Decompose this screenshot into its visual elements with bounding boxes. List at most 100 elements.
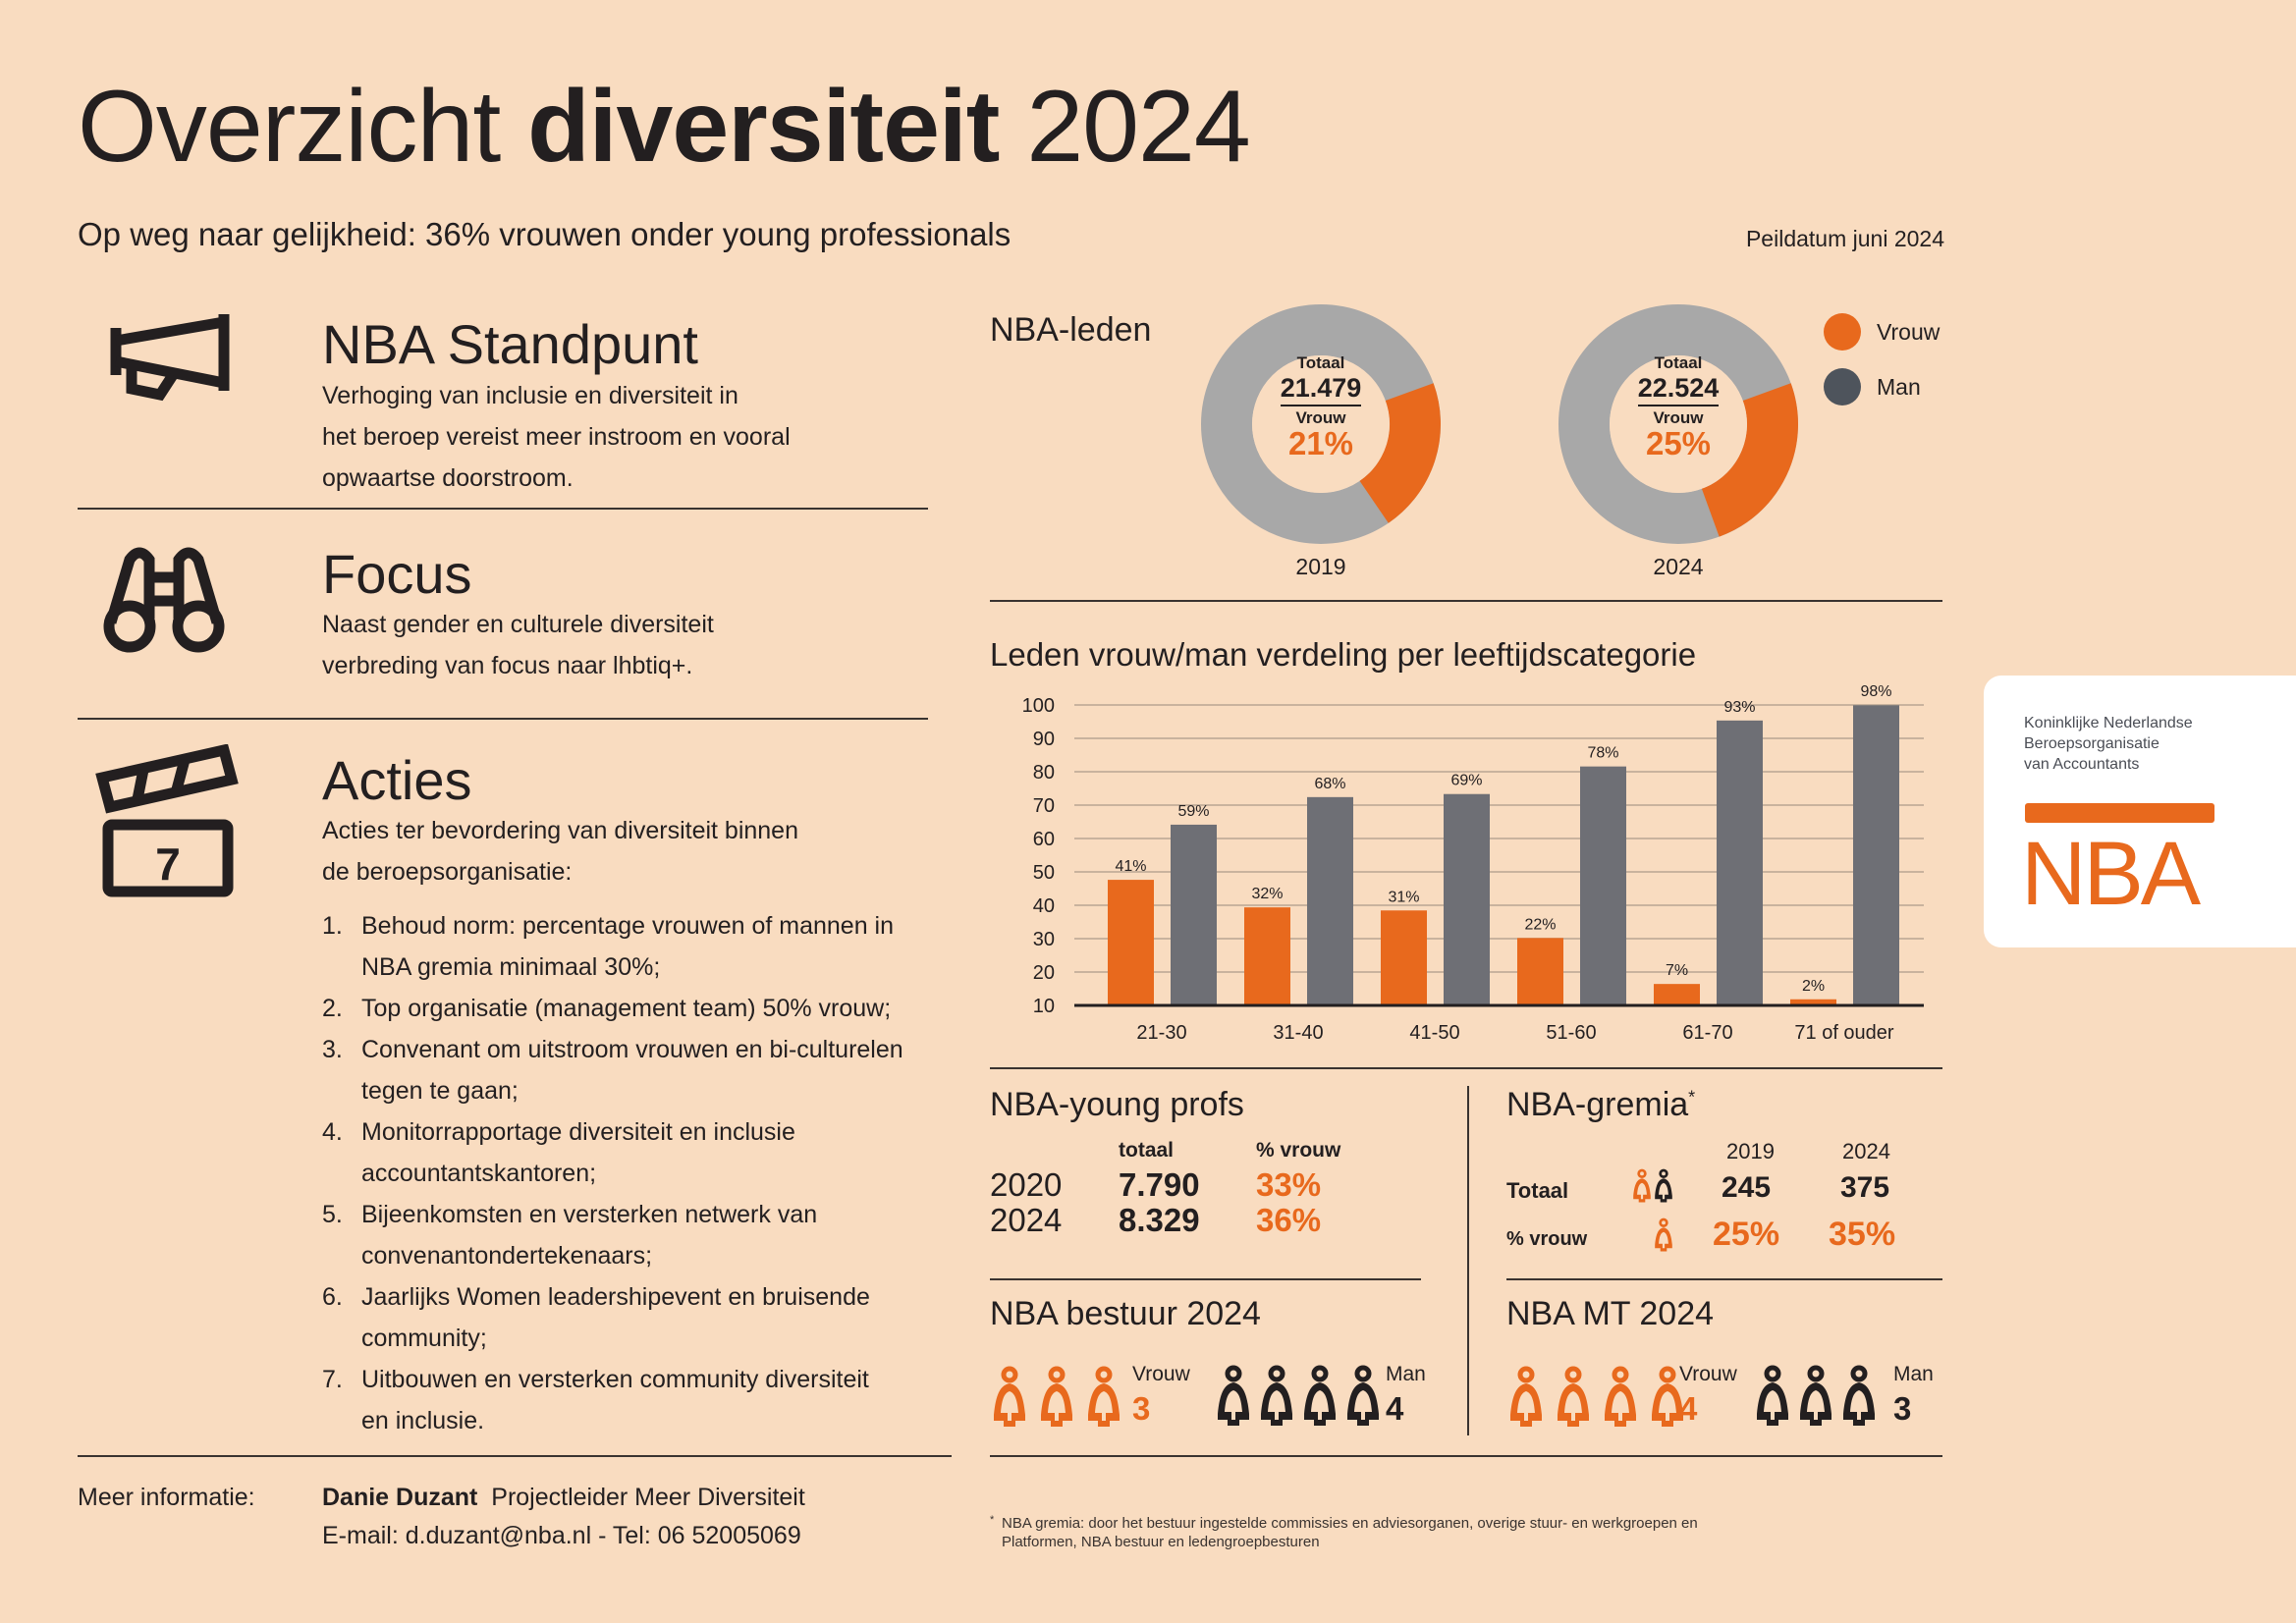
- young-row-2024: 2024 8.329 36%: [990, 1202, 1321, 1239]
- logo-line: van Accountants: [2024, 756, 2140, 773]
- year: 2024: [990, 1202, 1063, 1238]
- acties-item: 5. Bijeenkomsten en versterken netwerk va…: [322, 1194, 951, 1276]
- donut-vrouw-label: Vrouw: [1295, 408, 1346, 427]
- bar-man: [1171, 824, 1217, 1005]
- leden-title: NBA-leden: [990, 311, 1152, 349]
- item-number: 6.: [322, 1283, 343, 1311]
- y-tick-label: 80: [1033, 762, 1055, 784]
- x-tick-label: 61-70: [1682, 1022, 1732, 1044]
- y-tick-label: 70: [1033, 795, 1055, 817]
- gremia-title: NBA-gremia*: [1506, 1086, 1695, 1124]
- binoculars-icon: [103, 547, 225, 653]
- man-count: 3: [1893, 1390, 1912, 1427]
- logo-bar: [2025, 803, 2214, 823]
- footnote-mark: *: [990, 1514, 995, 1526]
- contact-role: Projectleider Meer Diversiteit: [491, 1484, 805, 1511]
- woman-icon: [1037, 1365, 1076, 1430]
- footnote-mark: *: [1688, 1087, 1696, 1108]
- legend-dot-icon: [1824, 368, 1861, 406]
- item-text: Bijeenkomsten en versterken netwerk van: [361, 1201, 818, 1228]
- y-tick-label: 10: [1033, 996, 1055, 1017]
- bar-value-label: 41%: [1115, 858, 1146, 875]
- item-number: 2.: [322, 995, 343, 1022]
- item-text: en inclusie.: [361, 1407, 485, 1434]
- title-light: Overzicht: [78, 70, 501, 184]
- bar-value-label: 93%: [1723, 699, 1755, 716]
- divider: [78, 718, 928, 720]
- text-line: de beroepsorganisatie:: [322, 858, 573, 886]
- y-tick-label: 40: [1033, 895, 1055, 917]
- bar-value-label: 78%: [1587, 745, 1618, 762]
- vrouw-pct: 36%: [1256, 1202, 1322, 1238]
- contact-label: Meer informatie:: [78, 1484, 255, 1511]
- donut-vrouw-segment: [1201, 304, 1441, 544]
- item-number: 4.: [322, 1118, 343, 1146]
- man-label: Man: [1386, 1363, 1426, 1385]
- divider: [990, 1278, 1421, 1280]
- y-tick-label: 50: [1033, 862, 1055, 884]
- divider: [1506, 1278, 1942, 1280]
- gremia-totaal-2024: 375: [1840, 1171, 1890, 1204]
- vrouw-pct: 33%: [1256, 1166, 1322, 1203]
- bar-value-label: 69%: [1450, 773, 1482, 789]
- year: 2020: [990, 1166, 1063, 1203]
- young-col-vrouw: % vrouw: [1256, 1139, 1341, 1162]
- item-number: 3.: [322, 1036, 343, 1063]
- legend-label: Man: [1877, 373, 1921, 400]
- item-text: convenantondertekenaars;: [361, 1242, 653, 1270]
- acties-item: 7. Uitbouwen en versterken community dive…: [322, 1359, 951, 1441]
- man-icon: [1343, 1363, 1383, 1430]
- y-tick-label: 90: [1033, 729, 1055, 750]
- young-title: NBA-young profs: [990, 1086, 1244, 1123]
- footnote: * NBA gremia: door het bestuur ingesteld…: [990, 1514, 1698, 1551]
- peildatum: Peildatum juni 2024: [1745, 226, 1944, 251]
- donut-vrouw-segment: [1558, 304, 1798, 544]
- item-number: 7.: [322, 1366, 343, 1393]
- clapperboard-number: 7: [155, 839, 181, 890]
- gremia-year-2019: 2019: [1726, 1139, 1775, 1163]
- text-line: verbreding van focus naar lhbtiq+.: [322, 652, 693, 679]
- bar-value-label: 7%: [1666, 962, 1688, 979]
- acties-list: 1. Behoud norm: percentage vrouwen of man…: [322, 905, 951, 1441]
- bar-vrouw: [1244, 907, 1290, 1005]
- divider: [990, 600, 1942, 602]
- divider: [78, 508, 928, 510]
- x-tick-label: 21-30: [1136, 1022, 1186, 1044]
- contact-line2[interactable]: E-mail: d.duzant@nba.nl - Tel: 06 520050…: [322, 1522, 801, 1549]
- logo-org-name: Koninklijke Nederlandse Beroepsorganisat…: [2024, 713, 2193, 775]
- donut-2019: Totaal 21.479 Vrouw 21% 2019: [1193, 297, 1449, 591]
- text-line: Verhoging van inclusie en diversiteit in: [322, 382, 738, 409]
- bar-value-label: 32%: [1251, 886, 1283, 902]
- acties-item: 1. Behoud norm: percentage vrouwen of man…: [322, 905, 951, 988]
- legend: Vrouw Man: [1824, 312, 1940, 406]
- donut-totaal: 22.524: [1637, 373, 1720, 406]
- item-text: accountantskantoren;: [361, 1160, 597, 1187]
- man-count: 4: [1386, 1390, 1404, 1427]
- legend-item-man: Man: [1824, 367, 1940, 406]
- footnote-line: NBA gremia: door het bestuur ingestelde …: [1002, 1515, 1698, 1532]
- man-icon: [1257, 1363, 1296, 1430]
- bar-man: [1717, 720, 1763, 1005]
- bar-man: [1853, 705, 1899, 1005]
- item-number: 5.: [322, 1201, 343, 1228]
- man-icon: [1214, 1363, 1253, 1430]
- donut-year: 2019: [1295, 554, 1346, 579]
- bar-vrouw: [1517, 938, 1563, 1005]
- item-text: Jaarlijks Women leadershipevent en bruis…: [361, 1283, 870, 1311]
- item-text: Uitbouwen en versterken community divers…: [361, 1366, 869, 1393]
- mt-title: NBA MT 2024: [1506, 1295, 1715, 1332]
- donut-totaal: 21.479: [1280, 373, 1362, 406]
- legend-dot-icon: [1824, 313, 1861, 351]
- bar-value-label: 2%: [1802, 978, 1825, 995]
- page-title: Overzicht diversiteit 2024: [78, 69, 1251, 186]
- text-line: Naast gender en culturele diversiteit: [322, 611, 714, 638]
- donut-vrouw-pct: 21%: [1287, 425, 1354, 461]
- item-text: tegen te gaan;: [361, 1077, 519, 1105]
- divider: [990, 1067, 1942, 1069]
- item-number: 1.: [322, 912, 343, 940]
- gremia-totaal-2019: 245: [1722, 1171, 1772, 1204]
- bestuur-title: NBA bestuur 2024: [990, 1295, 1261, 1332]
- y-tick-label: 100: [1022, 695, 1055, 717]
- clapperboard-icon: 7: [95, 744, 239, 897]
- donut-center: [1610, 355, 1747, 493]
